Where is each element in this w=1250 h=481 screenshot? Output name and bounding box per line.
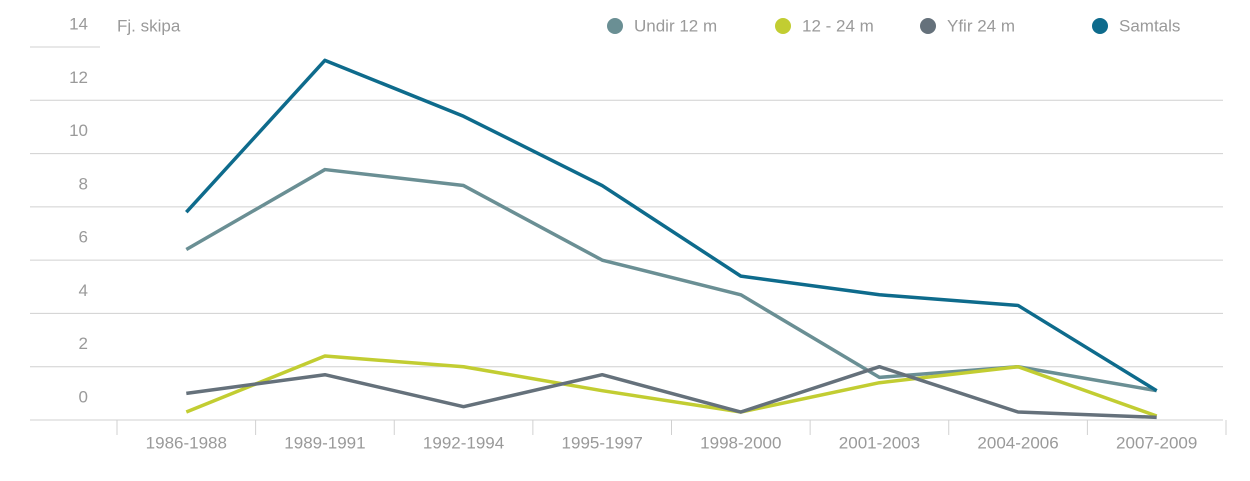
legend-label: Undir 12 m <box>634 16 717 35</box>
x-tick-label: 1998-2000 <box>700 433 781 452</box>
y-tick-label: 8 <box>79 174 88 193</box>
x-tick-label: 1986-1988 <box>146 433 227 452</box>
y-tick-label: 10 <box>69 121 88 140</box>
legend-swatch <box>607 18 623 34</box>
legend-label: Yfir 24 m <box>947 16 1015 35</box>
x-tick-label: 1995-1997 <box>562 433 643 452</box>
y-tick-label: 14 <box>69 14 88 33</box>
y-tick-label: 4 <box>79 281 88 300</box>
legend-swatch <box>1092 18 1108 34</box>
x-tick-label: 2001-2003 <box>839 433 920 452</box>
y-tick-label: 2 <box>79 334 88 353</box>
x-tick-label: 2007-2009 <box>1116 433 1197 452</box>
x-tick-label: 2004-2006 <box>977 433 1058 452</box>
y-tick-label: 6 <box>79 228 88 247</box>
legend-swatch <box>775 18 791 34</box>
series-line <box>185 354 1158 418</box>
legend-swatch <box>920 18 936 34</box>
y-tick-label: 12 <box>69 68 88 87</box>
y-axis-label: Fj. skipa <box>117 16 181 35</box>
series-line <box>185 58 1158 393</box>
legend-label: Samtals <box>1119 16 1180 35</box>
series-line <box>186 364 1157 420</box>
x-tick-label: 1989-1991 <box>284 433 365 452</box>
x-tick-label: 1992-1994 <box>423 433 504 452</box>
y-tick-label: 0 <box>79 387 88 406</box>
legend-label: 12 - 24 m <box>802 16 874 35</box>
